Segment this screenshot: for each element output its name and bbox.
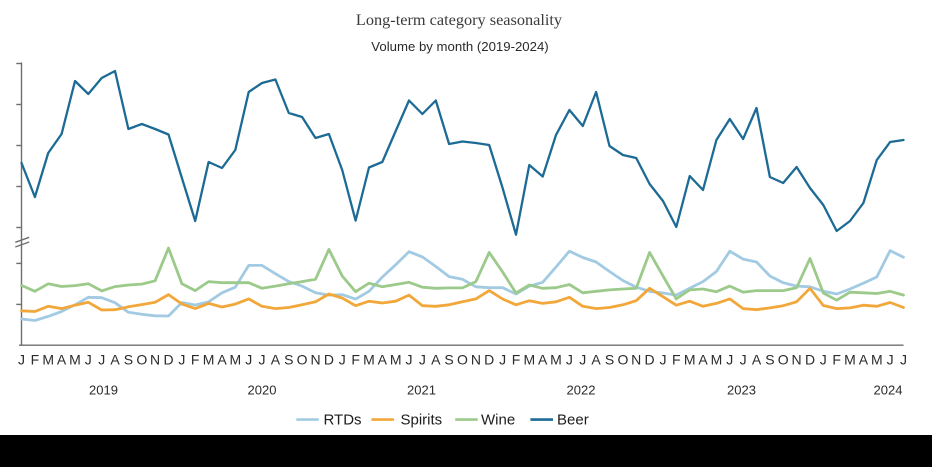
- svg-text:F: F: [31, 352, 40, 368]
- svg-text:A: A: [378, 352, 388, 368]
- svg-text:A: A: [217, 352, 227, 368]
- svg-text:F: F: [351, 352, 360, 368]
- svg-text:J: J: [887, 352, 894, 368]
- svg-text:O: O: [136, 352, 147, 368]
- svg-text:J: J: [98, 352, 105, 368]
- svg-text:M: M: [844, 352, 856, 368]
- svg-text:S: S: [124, 352, 133, 368]
- svg-text:F: F: [512, 352, 521, 368]
- svg-text:F: F: [191, 352, 200, 368]
- svg-text:J: J: [178, 352, 185, 368]
- svg-text:M: M: [550, 352, 562, 368]
- svg-text:D: D: [645, 352, 655, 368]
- svg-text:A: A: [110, 352, 120, 368]
- svg-text:J: J: [566, 352, 573, 368]
- svg-text:A: A: [752, 352, 762, 368]
- svg-text:J: J: [85, 352, 92, 368]
- svg-text:M: M: [363, 352, 375, 368]
- svg-text:S: S: [765, 352, 774, 368]
- svg-text:S: S: [444, 352, 453, 368]
- svg-text:O: O: [617, 352, 628, 368]
- svg-text:N: N: [150, 352, 160, 368]
- svg-text:Long-term category seasonality: Long-term category seasonality: [356, 10, 563, 29]
- svg-text:J: J: [18, 352, 25, 368]
- svg-text:J: J: [900, 352, 907, 368]
- svg-text:J: J: [419, 352, 426, 368]
- svg-text:J: J: [339, 352, 346, 368]
- svg-text:A: A: [431, 352, 441, 368]
- svg-text:N: N: [792, 352, 802, 368]
- svg-text:N: N: [310, 352, 320, 368]
- svg-text:M: M: [229, 352, 241, 368]
- svg-text:D: D: [163, 352, 173, 368]
- svg-text:M: M: [523, 352, 535, 368]
- svg-text:J: J: [740, 352, 747, 368]
- svg-text:M: M: [711, 352, 723, 368]
- svg-text:F: F: [672, 352, 681, 368]
- svg-text:M: M: [684, 352, 696, 368]
- svg-text:J: J: [259, 352, 266, 368]
- svg-text:Wine: Wine: [481, 412, 515, 429]
- svg-text:M: M: [390, 352, 402, 368]
- svg-text:M: M: [203, 352, 215, 368]
- svg-text:D: D: [805, 352, 815, 368]
- svg-text:J: J: [499, 352, 506, 368]
- svg-text:J: J: [820, 352, 827, 368]
- svg-text:D: D: [484, 352, 494, 368]
- svg-text:S: S: [284, 352, 293, 368]
- svg-text:M: M: [42, 352, 54, 368]
- svg-text:A: A: [591, 352, 601, 368]
- svg-text:2021: 2021: [407, 383, 436, 398]
- svg-text:O: O: [457, 352, 468, 368]
- svg-text:J: J: [406, 352, 413, 368]
- svg-text:F: F: [832, 352, 841, 368]
- svg-text:J: J: [726, 352, 733, 368]
- svg-text:RTDs: RTDs: [324, 412, 362, 429]
- svg-text:J: J: [660, 352, 667, 368]
- svg-text:M: M: [871, 352, 883, 368]
- svg-text:J: J: [579, 352, 586, 368]
- svg-text:2024: 2024: [874, 383, 903, 398]
- svg-text:Beer: Beer: [557, 412, 589, 429]
- svg-text:O: O: [297, 352, 308, 368]
- svg-text:2022: 2022: [567, 383, 596, 398]
- svg-text:A: A: [57, 352, 67, 368]
- svg-text:M: M: [69, 352, 81, 368]
- svg-text:A: A: [271, 352, 281, 368]
- svg-text:O: O: [778, 352, 789, 368]
- svg-text:Volume by month (2019-2024): Volume by month (2019-2024): [371, 39, 548, 54]
- svg-text:2023: 2023: [727, 383, 756, 398]
- svg-text:Spirits: Spirits: [401, 412, 443, 429]
- svg-text:2019: 2019: [89, 383, 118, 398]
- svg-text:A: A: [859, 352, 869, 368]
- svg-text:J: J: [245, 352, 252, 368]
- svg-text:A: A: [538, 352, 548, 368]
- svg-text:N: N: [471, 352, 481, 368]
- svg-text:S: S: [605, 352, 614, 368]
- svg-text:2020: 2020: [248, 383, 277, 398]
- svg-text:D: D: [324, 352, 334, 368]
- svg-text:N: N: [631, 352, 641, 368]
- svg-text:A: A: [698, 352, 708, 368]
